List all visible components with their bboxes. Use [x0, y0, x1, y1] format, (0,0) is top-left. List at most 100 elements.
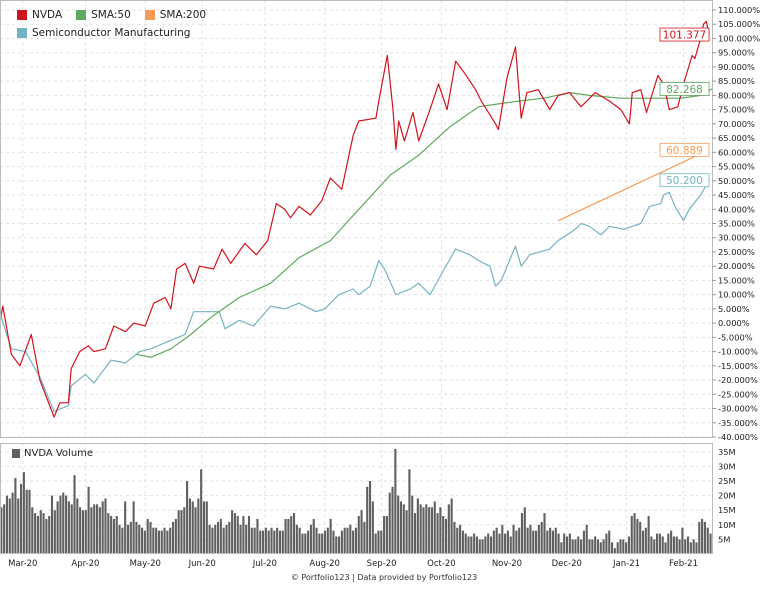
volume-bar [709, 533, 712, 554]
volume-bar [377, 530, 380, 554]
volume-bar [354, 527, 358, 554]
volume-bar [380, 530, 383, 554]
volume-bar [653, 539, 656, 554]
volume-bar [163, 527, 166, 554]
last-value-label: 82.268 [659, 82, 710, 96]
volume-bar [236, 516, 239, 554]
volume-bar [309, 524, 312, 554]
volume-bar [135, 521, 138, 554]
volume-bar [484, 536, 487, 554]
y-axis: 110.000% 105.000% 100.000% 95.000% 90.000% 85… [712, 5, 760, 442]
volume-bar [90, 507, 93, 554]
volume-bar [495, 527, 498, 554]
volume-bar [633, 513, 636, 554]
legend-swatch [144, 10, 155, 20]
volume-bar [53, 510, 56, 554]
volume-bar [512, 524, 515, 554]
grid-lines [0, 0, 712, 438]
x-tick-label: May-20 [130, 559, 161, 569]
y-tick-label: 65.000% [718, 133, 755, 143]
volume-bar [532, 530, 535, 554]
volume-bar [636, 518, 639, 554]
volume-bar [321, 533, 324, 554]
volume-bar [411, 495, 414, 554]
volume-y-tick-label: 10M [718, 520, 736, 530]
volume-bar [343, 527, 346, 554]
volume-bar [152, 527, 155, 554]
volume-bar [194, 507, 197, 554]
volume-bar [231, 510, 234, 554]
y-tick-label: 75.000% [718, 105, 755, 115]
volume-bar [307, 530, 310, 554]
volume-bar [363, 521, 366, 554]
volume-bars [0, 448, 712, 554]
last-value-labels: 101.377 82.268 60.889 50.200 [659, 27, 710, 187]
volume-bar [197, 498, 200, 554]
volume-bar [233, 513, 236, 554]
volume-bar [315, 527, 318, 554]
y-tick-label: -10.000% [718, 347, 758, 357]
volume-bar [413, 513, 417, 554]
volume-bar [616, 542, 619, 554]
volume-bar [689, 542, 692, 554]
volume-bar [48, 516, 51, 554]
legend-item-sma200[interactable]: SMA:200 [144, 6, 206, 24]
volume-bar [639, 521, 642, 554]
volume-bar [456, 527, 459, 554]
y-tick-label: -15.000% [718, 361, 758, 371]
volume-bar [391, 486, 394, 554]
volume-bar [186, 480, 189, 554]
volume-bar [537, 524, 540, 554]
x-tick-label: Sep-20 [367, 559, 397, 569]
volume-bar [149, 521, 152, 554]
volume-bar [647, 516, 650, 554]
volume-bar [506, 530, 509, 554]
volume-bar [419, 504, 422, 554]
volume-bar [582, 530, 585, 554]
legend-item-nvda[interactable]: NVDA [17, 6, 62, 24]
volume-bar [478, 539, 481, 554]
volume-bar [664, 542, 667, 554]
volume-bar [692, 539, 695, 554]
volume-bar [65, 495, 68, 554]
volume-bar [459, 524, 462, 554]
y-tick-label: -5.000% [718, 332, 753, 342]
volume-bar [481, 539, 484, 554]
volume-bar [25, 489, 28, 554]
volume-bar [630, 516, 633, 554]
volume-bar [428, 507, 431, 554]
volume-bar [323, 530, 327, 554]
volume-bar [349, 524, 352, 554]
y-tick-label: 70.000% [718, 119, 755, 129]
last-value-label: 60.889 [659, 142, 710, 157]
y-tick-label: -25.000% [718, 389, 758, 399]
volume-bar [50, 495, 54, 554]
volume-bar [3, 504, 6, 554]
volume-bar [112, 518, 115, 554]
x-tick-label: Aug-20 [309, 559, 339, 569]
volume-bar [0, 507, 3, 554]
volume-bar [169, 527, 172, 554]
volume-bar [661, 536, 664, 554]
volume-bar [273, 530, 276, 554]
series-line-sma-200 [557, 149, 710, 222]
volume-bar [489, 536, 493, 554]
legend-swatch [17, 28, 27, 38]
legend-item-sma50[interactable]: SMA:50 [76, 6, 131, 24]
volume-bar [610, 542, 614, 554]
last-value-text: 101.377 [663, 30, 706, 42]
volume-bar [416, 498, 419, 554]
volume-bar [619, 539, 622, 554]
volume-bar [397, 495, 400, 554]
volume-bar [174, 518, 177, 554]
volume-bar [93, 504, 96, 554]
y-tick-label: 35.000% [718, 219, 755, 229]
legend-item-semiconductor[interactable]: Semiconductor Manufacturing [17, 24, 190, 42]
volume-bar [276, 527, 279, 554]
volume-y-tick-label: 5M [718, 534, 730, 544]
last-value-text: 50.200 [666, 175, 703, 187]
volume-bar [180, 510, 183, 554]
volume-bar [256, 518, 259, 554]
volume-bar [543, 513, 546, 554]
volume-bar [557, 533, 560, 554]
